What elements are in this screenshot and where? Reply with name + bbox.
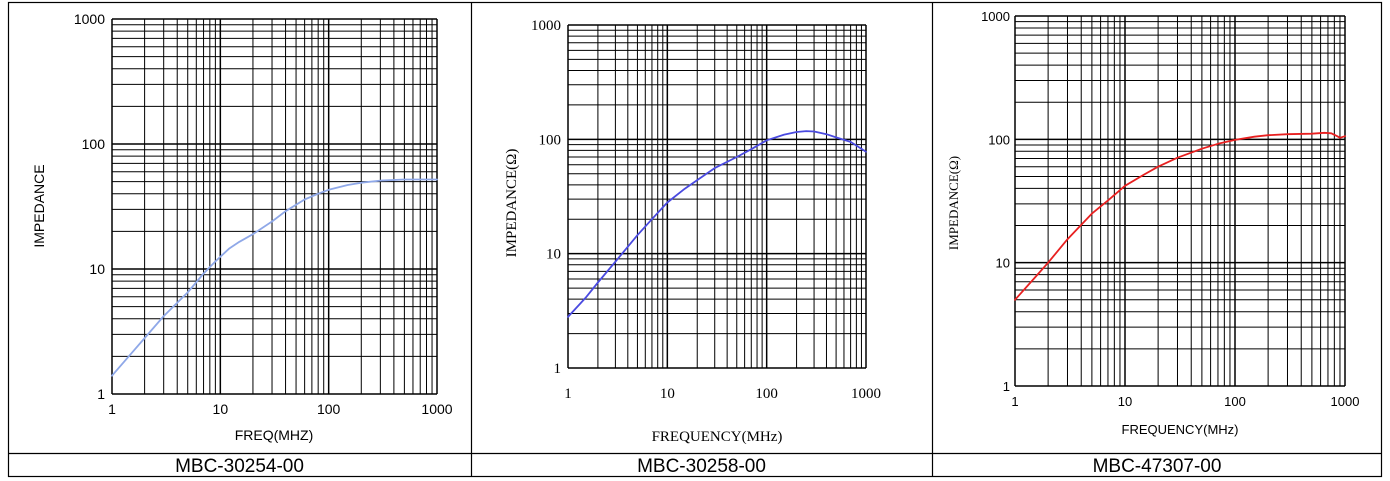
- x-tick-label: 1: [564, 386, 572, 402]
- x-axis-label: FREQ(MHZ): [235, 427, 314, 443]
- x-tick-label: 10: [213, 401, 229, 417]
- y-tick-label: 10: [89, 261, 105, 277]
- x-tick-label: 1000: [851, 386, 881, 402]
- y-tick-label: 1: [1003, 379, 1010, 394]
- y-tick-label: 1000: [981, 9, 1010, 24]
- x-tick-label: 10: [660, 386, 675, 402]
- y-tick-label: 100: [82, 136, 106, 152]
- x-axis-label: FREQUENCY(MHz): [652, 429, 783, 445]
- y-tick-label: 10: [546, 247, 561, 263]
- y-tick-label: 100: [539, 132, 562, 148]
- x-tick-label: 100: [755, 386, 778, 402]
- y-axis-label: IMPEDANCE(Ω): [946, 156, 961, 250]
- y-axis-label: IMPEDANCE(Ω): [504, 149, 520, 258]
- impedance-curve: [567, 130, 867, 318]
- chart-caption-1: MBC-30254-00: [175, 456, 304, 477]
- x-tick-label: 100: [1224, 394, 1246, 409]
- y-tick-label: 1: [97, 386, 105, 402]
- x-tick-label: 1000: [1331, 394, 1360, 409]
- table-frame: [7, 1, 1383, 478]
- impedance-curve: [111, 178, 438, 377]
- y-tick-label: 10: [996, 256, 1010, 271]
- chart-caption-3: MBC-47307-00: [1092, 456, 1222, 477]
- y-tick-label: 100: [988, 132, 1010, 147]
- y-tick-label: 1000: [531, 18, 561, 34]
- impedance-curve: [1014, 131, 1346, 301]
- x-tick-label: 1000: [421, 401, 452, 417]
- x-tick-label: 10: [1118, 394, 1132, 409]
- x-axis-label: FREQUENCY(MHz): [1122, 422, 1239, 437]
- y-tick-label: 1000: [74, 11, 105, 27]
- chart-caption-2: MBC-30258-00: [637, 456, 766, 477]
- x-tick-label: 100: [317, 401, 341, 417]
- x-tick-label: 1: [108, 401, 116, 417]
- x-tick-label: 1: [1011, 394, 1018, 409]
- y-tick-label: 1: [554, 361, 562, 377]
- y-axis-label: IMPEDANCE: [31, 164, 47, 247]
